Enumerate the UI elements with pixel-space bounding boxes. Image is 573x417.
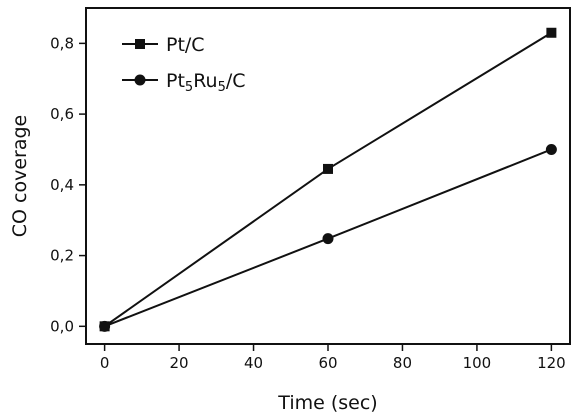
x-tick-label: 120 — [537, 354, 566, 372]
x-axis-ticks: 0 20 40 60 80 100 120 — [100, 344, 566, 372]
legend-label: Pt5Ru5/C — [166, 70, 246, 95]
data-point-circle — [322, 233, 334, 245]
plot-area-frame — [85, 7, 571, 345]
y-tick-label: 0,2 — [50, 247, 74, 265]
series-layer — [99, 27, 557, 332]
x-tick-label: 80 — [393, 354, 412, 372]
data-point-circle — [545, 143, 557, 155]
y-tick-label: 0,4 — [50, 176, 74, 194]
data-point-circle — [99, 320, 111, 332]
legend-entry: Pt/C — [122, 34, 205, 56]
x-tick-label: 0 — [100, 354, 110, 372]
x-axis-title: Time (sec) — [277, 392, 377, 414]
data-point-square — [323, 163, 333, 174]
x-tick-label: 20 — [170, 354, 189, 372]
legend-marker-square — [135, 39, 145, 49]
y-axis-title: CO coverage — [9, 115, 31, 237]
x-tick-label: 60 — [318, 354, 337, 372]
x-tick-label: 40 — [244, 354, 263, 372]
y-axis-ticks: 0,0 0,2 0,4 0,6 0,8 — [50, 34, 86, 335]
legend-marker-circle — [134, 74, 146, 86]
legend: Pt/C Pt5Ru5/C — [122, 34, 246, 95]
x-tick-label: 100 — [463, 354, 492, 372]
series-2 — [99, 143, 557, 332]
legend-label: Pt/C — [166, 34, 205, 56]
y-tick-label: 0,8 — [50, 34, 74, 52]
data-point-square — [546, 27, 557, 38]
legend-entry: Pt5Ru5/C — [122, 70, 246, 95]
y-tick-label: 0,0 — [50, 317, 74, 335]
y-tick-label: 0,6 — [50, 105, 74, 123]
